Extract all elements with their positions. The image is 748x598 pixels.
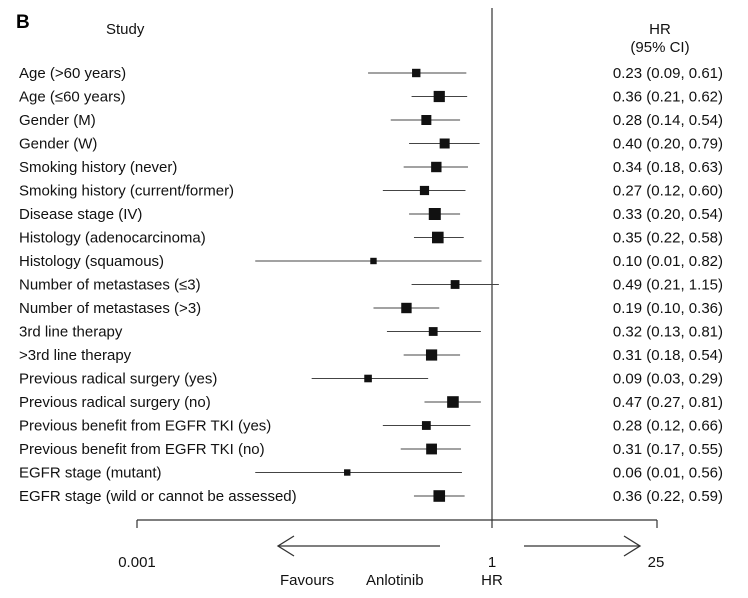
hr-marker — [432, 231, 444, 244]
hr-marker — [419, 185, 430, 196]
row-label: Age (>60 years) — [19, 65, 126, 82]
hr-marker — [421, 421, 431, 430]
left-arrow — [276, 535, 440, 557]
row-label: 3rd line therapy — [19, 324, 123, 341]
row-hr-text: 0.09 (0.03, 0.29) — [613, 371, 723, 388]
hr-marker — [421, 115, 432, 125]
row-hr-text: 0.06 (0.01, 0.56) — [613, 465, 723, 482]
row-hr-text: 0.32 (0.13, 0.81) — [613, 324, 723, 341]
row-hr-text: 0.31 (0.18, 0.54) — [613, 347, 723, 364]
x-tick-label-low: 0.001 — [118, 554, 156, 571]
row-label: Smoking history (never) — [19, 159, 177, 176]
row-label: Histology (adenocarcinoma) — [19, 230, 206, 247]
x-tick-label-high: 25 — [648, 554, 665, 571]
row-hr-text: 0.19 (0.10, 0.36) — [613, 300, 723, 317]
row-label: >3rd line therapy — [19, 347, 132, 364]
hr-marker — [425, 349, 438, 361]
row-label: EGFR stage (wild or cannot be assessed) — [19, 488, 297, 505]
row-label: Number of metastases (>3) — [19, 300, 201, 317]
row-hr-text: 0.35 (0.22, 0.58) — [613, 230, 723, 247]
hr-marker — [431, 161, 442, 173]
favours-drug-label: Anlotinib — [366, 572, 424, 589]
x-tick-label-ref: 1 — [488, 554, 496, 571]
row-label: Age (≤60 years) — [19, 89, 126, 106]
hr-marker — [364, 374, 372, 383]
hr-column-header: HR — [649, 21, 671, 38]
row-hr-text: 0.10 (0.01, 0.82) — [613, 253, 723, 270]
row-hr-text: 0.28 (0.14, 0.54) — [613, 112, 723, 129]
hr-marker — [401, 302, 412, 314]
row-label: EGFR stage (mutant) — [19, 465, 162, 482]
row-label: Disease stage (IV) — [19, 206, 142, 223]
hr-marker — [439, 138, 450, 149]
row-label: Number of metastases (≤3) — [19, 277, 201, 294]
hr-marker — [433, 90, 445, 103]
panel-label: B — [16, 12, 30, 33]
forest-rows: Age (>60 years) 0.23 (0.09, 0.61) Age (≤60… — [19, 65, 723, 505]
row-hr-text: 0.31 (0.17, 0.55) — [613, 441, 723, 458]
row-hr-text: 0.47 (0.27, 0.81) — [613, 394, 723, 411]
row-hr-text: 0.36 (0.21, 0.62) — [613, 89, 723, 106]
row-hr-text: 0.28 (0.12, 0.66) — [613, 418, 723, 435]
row-label: Gender (W) — [19, 136, 97, 153]
row-label: Gender (M) — [19, 112, 96, 129]
hr-marker — [428, 327, 438, 336]
row-hr-text: 0.49 (0.21, 1.15) — [613, 277, 723, 294]
right-arrow — [524, 535, 642, 557]
favours-label: Favours — [280, 572, 334, 589]
hr-marker — [428, 208, 441, 220]
row-label: Histology (squamous) — [19, 253, 164, 270]
hr-marker — [433, 490, 446, 502]
hr-marker — [450, 280, 460, 289]
row-hr-text: 0.40 (0.20, 0.79) — [613, 136, 723, 153]
hr-marker — [412, 68, 421, 78]
row-hr-text: 0.36 (0.22, 0.59) — [613, 488, 723, 505]
row-hr-text: 0.27 (0.12, 0.60) — [613, 183, 723, 200]
hr-marker — [370, 257, 377, 265]
hr-marker — [426, 443, 437, 455]
ci-column-header: (95% CI) — [630, 39, 689, 56]
study-column-header: Study — [106, 21, 145, 38]
hr-marker — [447, 396, 459, 408]
row-hr-text: 0.34 (0.18, 0.63) — [613, 159, 723, 176]
row-label: Previous radical surgery (yes) — [19, 371, 217, 388]
row-label: Smoking history (current/former) — [19, 183, 234, 200]
row-label: Previous benefit from EGFR TKI (yes) — [19, 418, 271, 435]
x-axis-label: HR — [481, 572, 503, 589]
hr-marker — [344, 469, 351, 476]
row-hr-text: 0.23 (0.09, 0.61) — [613, 65, 723, 82]
row-label: Previous benefit from EGFR TKI (no) — [19, 441, 265, 458]
row-hr-text: 0.33 (0.20, 0.54) — [613, 206, 723, 223]
row-label: Previous radical surgery (no) — [19, 394, 211, 411]
